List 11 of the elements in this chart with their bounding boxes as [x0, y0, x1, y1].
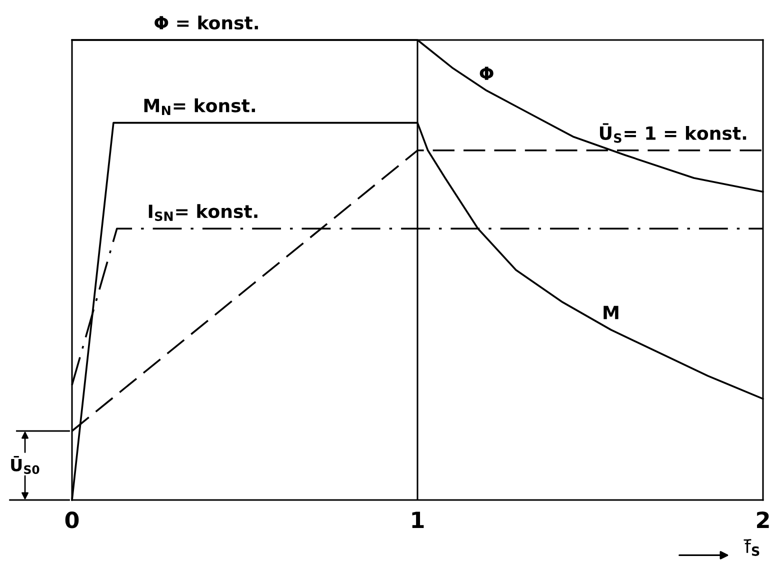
x-tick-label: 0 [65, 512, 79, 528]
annotation: Φ [480, 66, 494, 80]
annotation: Ū$_{S}$= 1 = konst. [600, 123, 746, 143]
annotation: Ū$_{S0}$ [11, 456, 40, 474]
x-tick-label: 2 [757, 512, 769, 528]
x-axis-title: f̄$_{S}$ [744, 539, 760, 556]
annotation: I$_{SN}$= konst. [148, 204, 258, 222]
annotation: M [604, 306, 618, 320]
annotation: M$_{N}$= konst. [144, 98, 255, 116]
x-tick-label: 1 [412, 512, 424, 528]
annotation: Φ = konst. [154, 16, 258, 30]
